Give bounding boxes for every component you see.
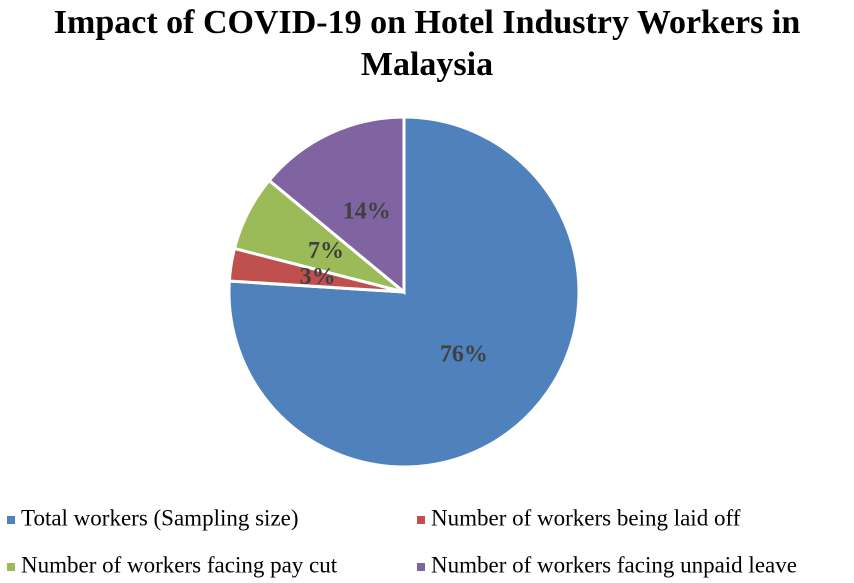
pie-slice	[267, 115, 406, 296]
legend-swatch	[417, 563, 425, 571]
legend-label: Total workers (Sampling size)	[21, 505, 299, 530]
data-label: 14%	[343, 198, 391, 224]
data-label: 3%	[300, 264, 336, 290]
legend-label: Number of workers being laid off	[431, 505, 741, 530]
data-label: 76%	[440, 341, 488, 367]
data-label: 7%	[308, 238, 344, 264]
chart-title: Impact of COVID-19 on Hotel Industry Wor…	[53, 4, 801, 83]
legend-swatch	[417, 516, 425, 524]
legend-label: Number of workers facing unpaid leave	[431, 552, 797, 577]
legend-swatch	[7, 563, 15, 571]
legend-label: Number of workers facing pay cut	[21, 552, 338, 577]
legend-swatch	[7, 516, 15, 524]
